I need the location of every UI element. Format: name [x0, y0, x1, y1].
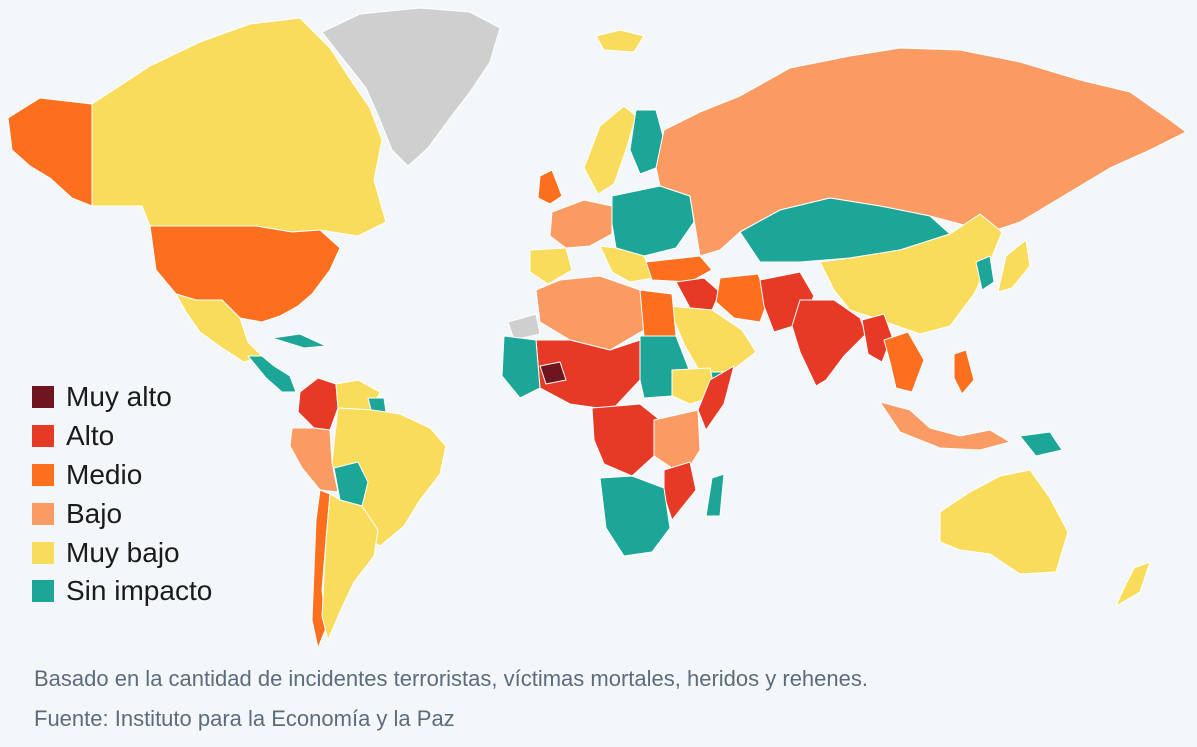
legend-swatch	[32, 502, 54, 525]
region-new-zealand	[1115, 561, 1151, 607]
region-southern-africa	[599, 475, 671, 557]
region-argentina	[321, 493, 379, 641]
region-russia	[655, 47, 1187, 257]
region-madagascar	[705, 473, 725, 517]
legend-label: Medio	[66, 458, 143, 490]
legend: Muy alto Alto Medio Bajo Muy bajo Sin im…	[32, 378, 212, 611]
region-west-coast	[501, 335, 541, 399]
region-syria-iraq	[675, 277, 721, 311]
legend-swatch	[32, 425, 54, 448]
region-central-africa	[591, 403, 661, 477]
legend-item-medio: Medio	[32, 456, 212, 495]
region-alaska	[7, 97, 93, 207]
region-norway-sweden	[583, 105, 637, 195]
region-central-america	[247, 355, 297, 393]
region-cuba	[271, 333, 327, 349]
region-usa	[149, 225, 341, 323]
region-australia	[939, 469, 1069, 575]
legend-item-sin-impacto: Sin impacto	[32, 572, 212, 611]
legend-label: Alto	[66, 420, 115, 452]
world-map	[7, 7, 1187, 649]
region-india	[791, 299, 867, 387]
region-turkey	[645, 255, 713, 283]
region-peru	[289, 427, 339, 493]
legend-item-muy-alto: Muy alto	[32, 378, 212, 417]
region-uk	[537, 169, 563, 205]
region-western-europe	[549, 199, 613, 249]
region-colombia	[297, 377, 339, 431]
region-se-asia	[883, 331, 925, 393]
legend-label: Muy alto	[66, 381, 172, 413]
region-korea	[975, 255, 995, 291]
region-bolivia	[333, 461, 369, 507]
region-indonesia	[879, 401, 1011, 451]
region-mozambique	[663, 461, 697, 521]
legend-swatch	[32, 463, 54, 486]
region-somalia	[697, 365, 735, 431]
footer-note: Basado en la cantidad de incidentes terr…	[34, 666, 868, 691]
legend-swatch	[32, 541, 54, 564]
region-iberia	[529, 247, 573, 285]
region-philippines	[953, 349, 975, 395]
legend-label: Sin impacto	[66, 575, 213, 607]
region-papua	[1019, 431, 1063, 457]
region-iceland	[595, 29, 645, 53]
region-central-europe	[611, 185, 695, 257]
region-east-africa	[653, 409, 701, 477]
legend-swatch	[32, 580, 54, 603]
region-iran	[715, 273, 769, 323]
footer-source: Fuente: Instituto para la Economía y la …	[34, 706, 455, 731]
region-japan	[997, 239, 1031, 293]
legend-swatch	[32, 386, 54, 409]
legend-label: Muy bajo	[66, 536, 180, 568]
region-greenland	[321, 7, 501, 167]
region-north-africa	[535, 275, 645, 351]
region-egypt	[639, 289, 677, 337]
legend-item-alto: Alto	[32, 417, 212, 456]
region-west-sahara	[507, 313, 541, 341]
legend-item-muy-bajo: Muy bajo	[32, 533, 212, 572]
legend-item-bajo: Bajo	[32, 494, 212, 533]
region-burkina-faso	[539, 361, 567, 385]
region-arabia	[667, 305, 757, 373]
legend-label: Bajo	[66, 497, 123, 529]
